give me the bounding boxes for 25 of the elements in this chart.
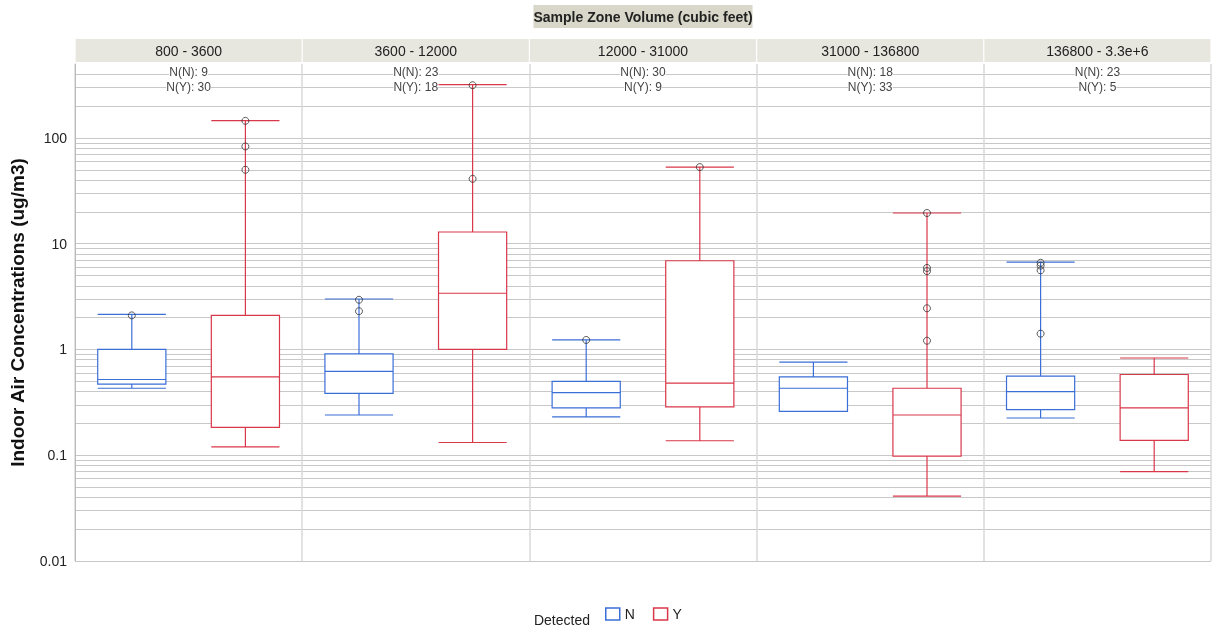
y-tick-label: 0.01 [39, 553, 68, 569]
annotation: N(Y): 5 [1078, 80, 1117, 94]
annotation: N(N): 9 [169, 65, 209, 79]
annotation: N(Y): 9 [623, 80, 663, 94]
annotation: N(N): 18 [847, 65, 894, 79]
y-tick-label: 100 [43, 129, 68, 146]
legend-label: N [624, 606, 635, 622]
x-tick-label: 12000 - 31000 [597, 43, 689, 59]
legend-label: Y [672, 606, 683, 622]
annotation: N(N): 23 [393, 65, 439, 79]
y-tick-label: 0.1 [47, 447, 68, 464]
y-axis-title: Indoor Air Concentrations (ug/m3) [7, 158, 28, 467]
annotation: N(N): 23 [1074, 65, 1121, 79]
legend-title: Detected [533, 612, 591, 628]
y-tick-label: 10 [51, 235, 68, 252]
x-tick-label: 800 - 3600 [155, 43, 223, 59]
annotation: N(Y): 18 [393, 80, 439, 94]
annotation: N(Y): 33 [847, 80, 893, 94]
annotation: N(N): 30 [620, 65, 666, 79]
x-tick-label: 136800 - 3.3e+6 [1046, 43, 1149, 59]
annotation: N(Y): 30 [166, 80, 212, 94]
x-tick-label: 3600 - 12000 [374, 43, 458, 59]
y-tick-label: 1 [59, 341, 68, 358]
x-axis-title: Sample Zone Volume (cubic feet) [533, 9, 753, 25]
x-tick-label: 31000 - 136800 [821, 43, 920, 59]
